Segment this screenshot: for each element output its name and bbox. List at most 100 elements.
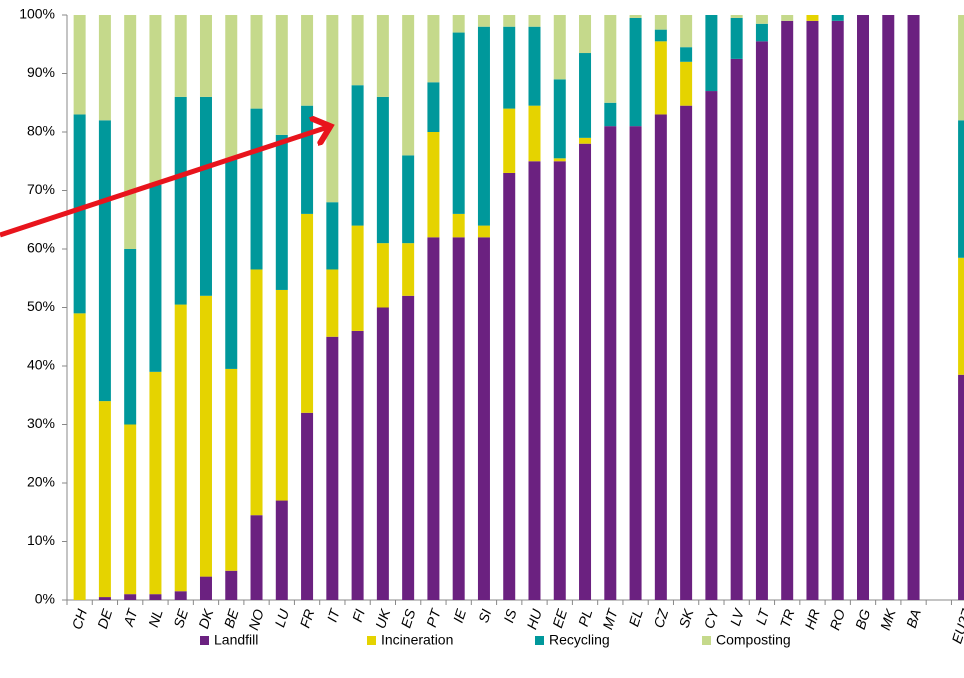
bar-segment: [275, 15, 288, 135]
x-tick-label: EE: [549, 607, 570, 630]
bar-segment: [174, 304, 187, 592]
bar-segment: [275, 134, 288, 290]
bar-segment: [705, 91, 718, 601]
x-tick-label: RO: [826, 607, 848, 632]
bar-segment: [124, 15, 137, 249]
x-tick-label: SK: [675, 607, 696, 630]
bar-segment: [806, 20, 819, 601]
bar-segment: [452, 237, 465, 601]
bar-segment: [326, 202, 339, 270]
bar-segment: [958, 257, 964, 375]
bar-segment: [553, 79, 566, 159]
legend-label: Incineration: [381, 632, 453, 648]
y-tick-label: 0%: [35, 591, 55, 607]
bar-segment: [831, 20, 844, 601]
bar-segment: [680, 61, 693, 106]
legend-label: Composting: [716, 632, 791, 648]
bar-segment: [376, 307, 389, 600]
bar-segment: [124, 249, 137, 425]
bar-segment: [376, 243, 389, 308]
x-tick-label: BG: [852, 607, 874, 631]
bar-segment: [225, 158, 238, 369]
x-tick-label: FR: [296, 607, 317, 630]
x-tick-label: PL: [575, 607, 596, 628]
x-tick-label: LT: [752, 606, 772, 627]
x-tick-label: MK: [877, 606, 899, 632]
bar-segment: [73, 15, 86, 115]
bar-segment: [629, 126, 642, 601]
bar-segment: [629, 17, 642, 127]
y-tick-label: 90%: [27, 64, 55, 80]
y-tick-label: 80%: [27, 123, 55, 139]
legend-label: Recycling: [549, 632, 610, 648]
x-tick-label: EU27: [948, 606, 964, 645]
x-tick-label: DK: [195, 607, 216, 631]
bar-segment: [376, 15, 389, 97]
bar-segment: [149, 594, 162, 600]
bar-segment: [730, 17, 743, 59]
x-tick-label: HU: [523, 606, 545, 631]
x-tick-label: DE: [94, 607, 115, 631]
bar-segment: [553, 161, 566, 600]
bar-segment: [402, 295, 415, 600]
bar-segment: [730, 15, 743, 18]
bar-segment: [402, 155, 415, 244]
bar-segment: [275, 289, 288, 501]
y-tick-label: 20%: [27, 474, 55, 490]
bar-segment: [351, 330, 364, 600]
bar-segment: [98, 120, 111, 402]
bar-segment: [553, 15, 566, 80]
bar-segment: [427, 82, 440, 132]
bar-segment: [579, 137, 592, 144]
bar-segment: [503, 15, 516, 27]
x-tick-label: BE: [221, 607, 242, 630]
bar-segment: [199, 295, 212, 577]
legend-swatch: [367, 636, 376, 645]
bar-segment: [604, 126, 617, 601]
x-tick-label: IE: [450, 607, 470, 625]
bar-segment: [579, 15, 592, 54]
bar-segment: [477, 26, 490, 226]
x-tick-label: LU: [271, 606, 292, 629]
bar-segment: [326, 336, 339, 600]
bar-segment: [755, 41, 768, 600]
x-tick-label: AT: [120, 606, 141, 629]
bar-segment: [351, 15, 364, 86]
bar-segment: [604, 15, 617, 103]
bar-segment: [452, 15, 465, 33]
bar-segment: [199, 15, 212, 97]
x-tick-label: ES: [398, 607, 419, 630]
x-tick-label: FI: [349, 607, 368, 624]
x-tick-label: BA: [903, 607, 924, 630]
bar-segment: [326, 269, 339, 337]
bar-segment: [781, 15, 794, 21]
x-tick-label: SI: [475, 607, 494, 625]
bar-segment: [503, 172, 516, 600]
bar-segment: [149, 184, 162, 372]
x-tick-label: SE: [170, 607, 191, 630]
bar-segment: [781, 20, 794, 601]
bar-segment: [124, 594, 137, 600]
bar-segment: [73, 313, 86, 600]
x-tick-label: TR: [777, 607, 798, 630]
bar-segment: [705, 15, 718, 92]
x-tick-label: NL: [145, 607, 166, 629]
bar-segment: [680, 15, 693, 48]
x-tick-label: HR: [801, 607, 822, 631]
bar-segment: [629, 15, 642, 18]
bar-segment: [98, 597, 111, 600]
bar-segment: [98, 15, 111, 121]
bar-segment: [654, 41, 667, 115]
bar-segment: [250, 108, 263, 270]
x-tick-label: NO: [245, 607, 267, 632]
bar-segment: [907, 15, 920, 600]
bar-segment: [225, 368, 238, 571]
bar-segment: [477, 15, 490, 27]
bar-segment: [503, 108, 516, 173]
bar-segment: [654, 114, 667, 600]
bar-segment: [124, 424, 137, 595]
bar-segment: [857, 15, 870, 600]
bar-segment: [958, 15, 964, 121]
bar-segment: [351, 225, 364, 331]
bar-segment: [98, 401, 111, 598]
